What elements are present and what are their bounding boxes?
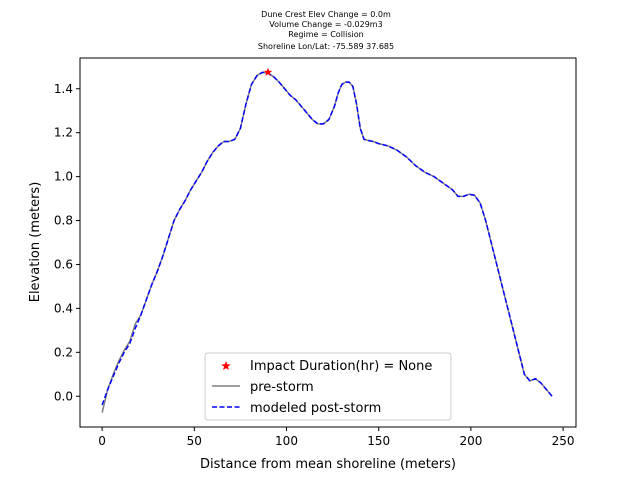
legend-box xyxy=(204,352,452,421)
plot-frame xyxy=(79,57,577,428)
y-tick-label: 0.8 xyxy=(54,214,73,228)
y-tick-label: 1.4 xyxy=(54,82,73,96)
legend-entry-impact: Impact Duration(hr) = None xyxy=(221,359,432,374)
y-tick-label: 1.0 xyxy=(54,170,73,184)
x-axis-label: Distance from mean shoreline (meters) xyxy=(200,457,456,472)
x-axis-ticks: 0 50 100 150 200 250 xyxy=(98,427,575,448)
title-line-4: Shoreline Lon/Lat: -75.589 37.685 xyxy=(258,42,394,51)
y-tick-label: 0.2 xyxy=(54,345,73,359)
y-tick-label: 0.4 xyxy=(54,301,73,315)
y-tick-label: 1.2 xyxy=(54,126,73,140)
legend-label-pre-storm: pre-storm xyxy=(250,380,314,395)
legend-entry-pre-storm: pre-storm xyxy=(212,380,314,395)
legend-label-impact: Impact Duration(hr) = None xyxy=(250,359,432,374)
x-tick-label: 50 xyxy=(187,434,202,448)
marker-layer xyxy=(263,67,273,76)
x-tick-label: 100 xyxy=(275,434,298,448)
title-line-1: Dune Crest Elev Change = 0.0m xyxy=(261,10,391,19)
y-tick-label: 0.6 xyxy=(54,257,73,271)
title-line-2: Volume Change = -0.029m3 xyxy=(269,20,382,29)
y-axis-label: Elevation (meters) xyxy=(28,182,43,303)
x-tick-label: 0 xyxy=(98,434,106,448)
x-tick-label: 150 xyxy=(367,434,390,448)
y-tick-label: 0.0 xyxy=(54,389,73,403)
legend-star-icon xyxy=(221,361,231,371)
legend-entry-post-storm: modeled post-storm xyxy=(212,401,381,416)
plot-lines xyxy=(101,71,553,413)
x-tick-label: 200 xyxy=(459,434,482,448)
x-tick-label: 250 xyxy=(552,434,575,448)
legend-label-post-storm: modeled post-storm xyxy=(250,401,381,416)
title-line-3: Regime = Collision xyxy=(288,30,363,39)
dune-crest-star-icon xyxy=(263,67,273,76)
series-line-post-storm xyxy=(101,71,553,406)
legend: Impact Duration(hr) = None pre-storm mod… xyxy=(204,352,452,421)
y-axis-ticks: 0.0 0.2 0.4 0.6 0.8 1.0 1.2 1.4 xyxy=(54,82,80,403)
chart-title: Dune Crest Elev Change = 0.0m Volume Cha… xyxy=(258,10,394,51)
